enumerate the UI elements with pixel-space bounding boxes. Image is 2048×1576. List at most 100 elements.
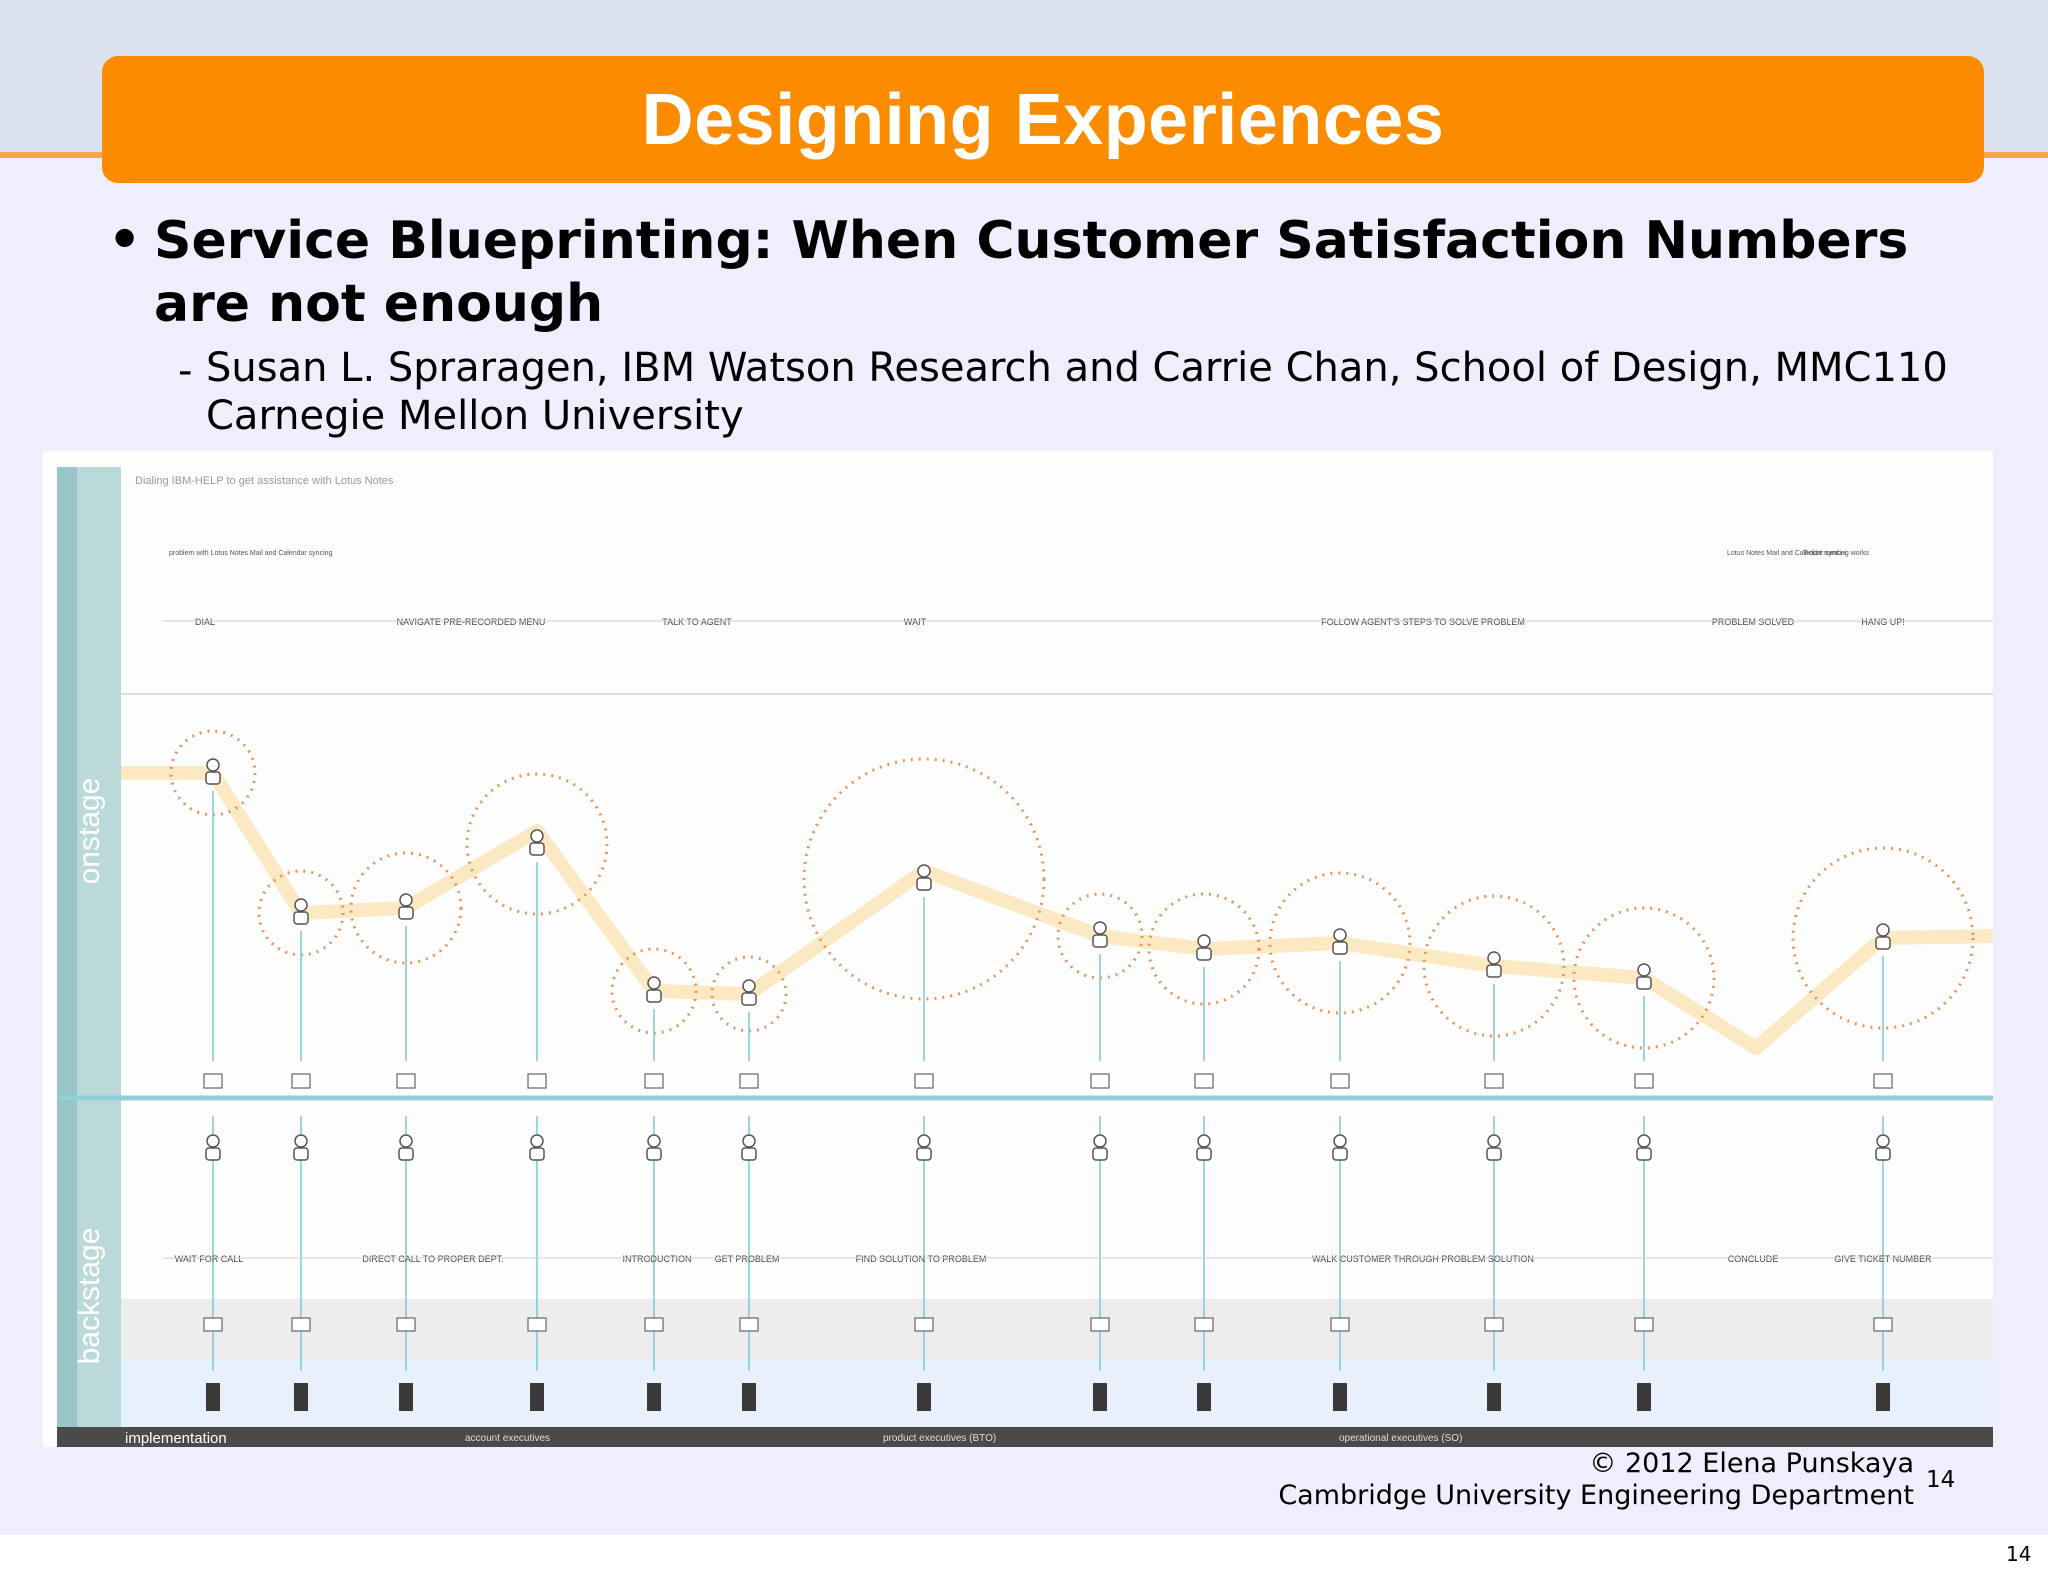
- agent-body-icon: [1092, 1147, 1108, 1161]
- agent-icon: [647, 1134, 661, 1148]
- customer-body-icon: [1332, 941, 1348, 955]
- phone-icon: [914, 1073, 934, 1089]
- customer-icon: [1093, 921, 1107, 935]
- slide-background: Designing Experiences • Service Blueprin…: [0, 0, 2048, 1535]
- slide-title: Designing Experiences: [641, 79, 1445, 160]
- footer-label-product: product executives (BTO): [883, 1433, 996, 1444]
- agent-body-icon: [1875, 1147, 1891, 1161]
- customer-body-icon: [398, 906, 414, 920]
- customer-icon: [1876, 923, 1890, 937]
- server-icon: [530, 1383, 544, 1411]
- customer-step-label: HANG UP!: [1861, 617, 1905, 627]
- customer-icon: [399, 893, 413, 907]
- provider-step-label: DIRECT CALL TO PROPER DEPT.: [362, 1254, 503, 1264]
- backstage-label: backstage: [73, 1228, 106, 1365]
- page-number: 14: [2006, 1542, 2032, 1566]
- customer-step-label: WAIT: [904, 617, 927, 627]
- customer-body-icon: [1092, 934, 1108, 948]
- agent-icon: [294, 1134, 308, 1148]
- computer-icon: [291, 1317, 311, 1332]
- evidence-1: problem with Lotus Notes Mail and Calend…: [169, 550, 333, 557]
- customer-icon: [742, 979, 756, 993]
- phone-icon: [203, 1073, 223, 1089]
- phone-icon: [1330, 1073, 1350, 1089]
- agent-body-icon: [646, 1147, 662, 1161]
- agent-body-icon: [529, 1147, 545, 1161]
- customer-body-icon: [916, 877, 932, 891]
- customer-step-label: FOLLOW AGENT'S STEPS TO SOLVE PROBLEM: [1321, 617, 1525, 627]
- agent-body-icon: [293, 1147, 309, 1161]
- provider-step-label: FIND SOLUTION TO PROBLEM: [856, 1254, 987, 1264]
- journey-circle: [1268, 871, 1412, 1015]
- phone-icon: [1873, 1073, 1893, 1089]
- evidence-3: Ticket number: [1803, 550, 1848, 557]
- computer-icon: [644, 1317, 664, 1332]
- computer-icon: [1330, 1317, 1350, 1332]
- server-icon: [917, 1383, 931, 1411]
- computer-icon: [739, 1317, 759, 1332]
- agent-icon: [530, 1134, 544, 1148]
- server-icon: [1487, 1383, 1501, 1411]
- evidence-2: Lotus Notes Mail and Calendar syncing wo…: [1727, 550, 1870, 557]
- phone-icon: [1634, 1073, 1654, 1089]
- customer-step-label: TALK TO AGENT: [662, 617, 732, 627]
- agent-icon: [1487, 1134, 1501, 1148]
- customer-body-icon: [1486, 964, 1502, 978]
- agent-icon: [1093, 1134, 1107, 1148]
- phone-icon: [644, 1073, 664, 1089]
- journey-circle: [1791, 846, 1975, 1030]
- provider-step-label: WAIT FOR CALL: [175, 1254, 244, 1264]
- customer-step-label: PROBLEM SOLVED: [1712, 617, 1795, 627]
- customer-body-icon: [741, 992, 757, 1006]
- footer-label-operational: operational executives (SO): [1339, 1433, 1462, 1444]
- computer-icon: [914, 1317, 934, 1332]
- customer-body-icon: [1196, 947, 1212, 961]
- customer-icon: [647, 976, 661, 990]
- server-icon: [1197, 1383, 1211, 1411]
- phone-icon: [1194, 1073, 1214, 1089]
- phone-icon: [291, 1073, 311, 1089]
- customer-icon: [206, 758, 220, 772]
- phone-icon: [1090, 1073, 1110, 1089]
- credit-block: © 2012 Elena Punskaya Cambridge Universi…: [1278, 1448, 1914, 1512]
- credit-department: Cambridge University Engineering Departm…: [1278, 1480, 1914, 1511]
- backstage-application-zone: [121, 1299, 1993, 1359]
- customer-body-icon: [205, 771, 221, 785]
- agent-icon: [1637, 1134, 1651, 1148]
- blueprint-caption: Dialing IBM-HELP to get assistance with …: [135, 475, 394, 487]
- journey-circle: [1572, 906, 1716, 1050]
- onstage-label: onstage: [73, 778, 106, 885]
- customer-icon: [1333, 928, 1347, 942]
- customer-step-label: NAVIGATE PRE-RECORDED MENU: [397, 617, 546, 627]
- agent-icon: [1876, 1134, 1890, 1148]
- server-icon: [1093, 1383, 1107, 1411]
- journey-circle: [710, 955, 788, 1033]
- server-icon: [742, 1383, 756, 1411]
- bullet-icon: •: [108, 210, 142, 270]
- phone-icon: [396, 1073, 416, 1089]
- slide-number: 14: [1926, 1467, 1956, 1493]
- phone-icon: [527, 1073, 547, 1089]
- customer-body-icon: [529, 842, 545, 856]
- customer-icon: [917, 864, 931, 878]
- bullet-heading: Service Blueprinting: When Customer Sati…: [154, 211, 1909, 334]
- journey-circle: [802, 757, 1046, 1001]
- left-band-edge: [57, 467, 77, 1427]
- agent-icon: [917, 1134, 931, 1148]
- provider-step-label: GIVE TICKET NUMBER: [1834, 1254, 1932, 1264]
- customer-icon: [1637, 963, 1651, 977]
- computer-icon: [527, 1317, 547, 1332]
- phone-icon: [739, 1073, 759, 1089]
- customer-body-icon: [1875, 936, 1891, 950]
- service-blueprint-figure: Dialing IBM-HELP to get assistance with …: [43, 451, 1993, 1447]
- customer-steps: DIAL NAVIGATE PRE-RECORDED MENU TALK TO AG…: [163, 617, 1993, 627]
- computer-icon: [1484, 1317, 1504, 1332]
- agent-body-icon: [916, 1147, 932, 1161]
- agent-icon: [742, 1134, 756, 1148]
- journey-circle: [1422, 894, 1566, 1038]
- support-process-zone: [121, 1359, 1993, 1427]
- dash-icon: -: [178, 348, 193, 394]
- implementation-label: implementation: [125, 1430, 227, 1447]
- agent-icon: [1333, 1134, 1347, 1148]
- server-icon: [294, 1383, 308, 1411]
